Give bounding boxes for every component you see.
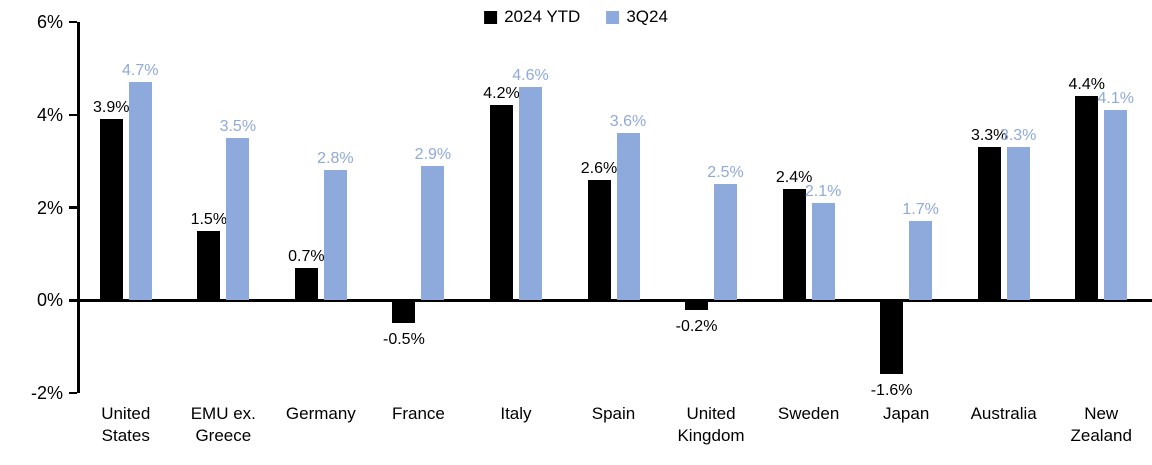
bar-3q24-9 [1006, 147, 1030, 301]
x-axis-baseline [77, 298, 1152, 302]
x-axis-category-label: United Kingdom [677, 404, 745, 446]
x-axis-category-label: Spain [591, 404, 636, 423]
value-label-2024-ytd-4: 4.2% [483, 85, 520, 103]
bar-3q24-8 [909, 221, 933, 301]
bar-2024-ytd-1 [197, 230, 221, 301]
bar-3q24-0 [128, 82, 152, 301]
y-axis-tick [69, 299, 77, 302]
value-label-2024-ytd-8: -1.6% [870, 382, 913, 400]
y-axis-tick [69, 113, 77, 116]
value-label-3q24-5: 3.6% [609, 113, 647, 131]
bar-3q24-5 [616, 133, 640, 301]
legend-label-3q24: 3Q24 [626, 7, 668, 26]
x-axis-category-label: Japan [882, 404, 930, 423]
y-axis-tick-label: 2% [36, 197, 63, 218]
bar-2024-ytd-8 [880, 300, 904, 375]
legend-swatch-3q24 [606, 10, 620, 24]
x-axis-category-label: EMU ex. Greece [190, 404, 256, 446]
value-label-3q24-8: 1.7% [902, 201, 939, 219]
bar-3q24-6 [714, 184, 738, 301]
y-axis-line [77, 22, 80, 393]
bar-3q24-4 [518, 86, 542, 301]
legend-item-2024-ytd: 2024 YTD [484, 7, 580, 27]
y-axis-tick-label: 4% [36, 104, 63, 125]
bar-2024-ytd-4 [489, 105, 513, 301]
bar-2024-ytd-2 [294, 267, 318, 301]
value-label-2024-ytd-7: 2.4% [775, 168, 813, 186]
y-axis-tick [69, 206, 77, 209]
bar-3q24-10 [1104, 110, 1128, 301]
x-axis-category-label: New Zealand [1070, 404, 1132, 446]
value-label-2024-ytd-2: 0.7% [288, 247, 325, 265]
bar-2024-ytd-7 [782, 188, 806, 301]
legend-item-3q24: 3Q24 [606, 7, 668, 27]
x-axis-category-label: United States [101, 404, 151, 446]
x-axis-category-label: France [391, 404, 445, 423]
value-label-3q24-7: 2.1% [804, 182, 842, 200]
legend-label-2024-ytd: 2024 YTD [504, 7, 581, 26]
value-label-3q24-10: 4.1% [1097, 90, 1134, 108]
y-axis-tick-label: 0% [36, 290, 63, 311]
value-label-2024-ytd-10: 4.4% [1068, 76, 1105, 94]
value-label-3q24-3: 2.9% [414, 145, 452, 163]
x-axis-category-label: Italy [500, 404, 532, 423]
y-axis-tick [69, 391, 77, 395]
value-label-2024-ytd-1: 1.5% [190, 210, 228, 228]
bar-2024-ytd-9 [977, 147, 1001, 301]
value-label-2024-ytd-9: 3.3% [970, 127, 1008, 145]
value-label-3q24-9: 3.3% [999, 127, 1037, 145]
value-label-2024-ytd-3: -0.5% [383, 331, 425, 349]
legend-swatch-2024-ytd [484, 10, 498, 24]
x-axis-category-label: Germany [285, 404, 356, 423]
bar-2024-ytd-0 [99, 119, 123, 301]
bar-3q24-3 [421, 165, 445, 301]
chart-legend: 2024 YTD 3Q24 [484, 7, 668, 27]
bar-3q24-2 [323, 170, 347, 301]
bar-3q24-7 [811, 202, 835, 301]
value-label-3q24-1: 3.5% [219, 117, 257, 135]
bar-2024-ytd-5 [587, 179, 611, 301]
value-label-3q24-4: 4.6% [512, 66, 549, 84]
bar-2024-ytd-10 [1075, 96, 1099, 301]
y-axis-tick [69, 20, 77, 24]
x-axis-category-label: Sweden [777, 404, 840, 423]
y-axis-tick-label: -2% [30, 383, 63, 403]
value-label-2024-ytd-5: 2.6% [580, 159, 618, 177]
value-label-2024-ytd-0: 3.9% [93, 99, 130, 117]
y-axis-tick-label: 6% [36, 12, 63, 32]
bar-2024-ytd-3 [392, 300, 416, 324]
value-label-3q24-2: 2.8% [317, 150, 354, 168]
bar-2024-ytd-6 [685, 300, 709, 310]
x-axis-category-label: Australia [970, 404, 1037, 423]
value-label-3q24-0: 4.7% [122, 62, 159, 80]
bar-3q24-1 [226, 137, 250, 301]
value-label-2024-ytd-6: -0.2% [675, 317, 718, 335]
value-label-3q24-6: 2.5% [707, 164, 744, 182]
